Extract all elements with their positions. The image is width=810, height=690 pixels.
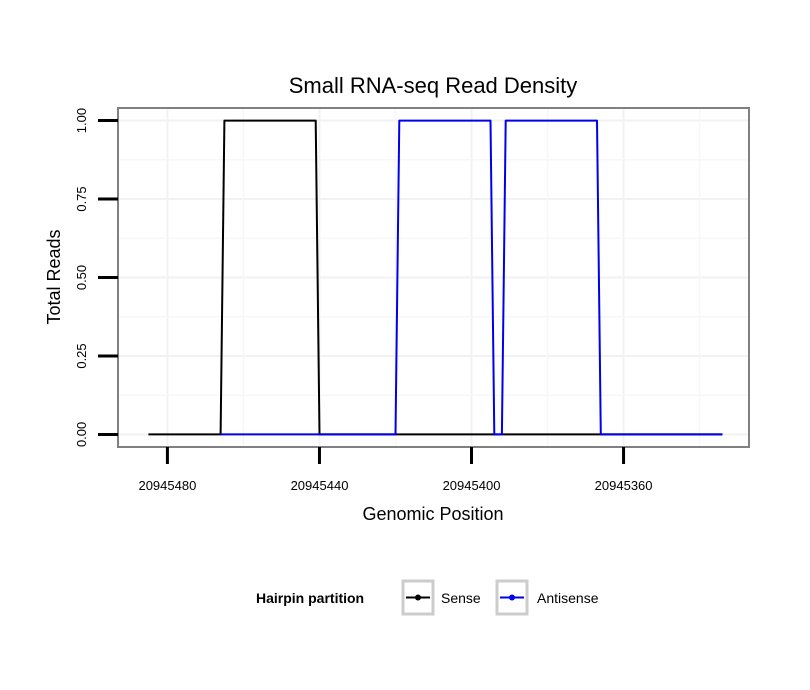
x-tick-label: 20945440 <box>291 478 349 493</box>
y-axis: 0.00 0.25 0.50 0.75 1.00 <box>74 108 118 447</box>
legend-title: Hairpin partition <box>256 590 364 606</box>
y-tick-label: 0.75 <box>74 186 89 211</box>
x-tick-label: 20945360 <box>595 478 653 493</box>
series-layer <box>148 119 723 436</box>
plot-panel <box>117 107 750 448</box>
x-tick-label: 20945480 <box>138 478 196 493</box>
y-tick-label: 0.00 <box>74 422 89 447</box>
legend: Hairpin partition Sense Antisense <box>256 579 599 616</box>
x-axis: 20945480 20945440 20945400 20945360 <box>138 447 653 493</box>
legend-label-sense: Sense <box>441 590 481 606</box>
legend-point-antisense <box>509 594 515 601</box>
series-line-antisense <box>220 119 723 436</box>
legend-item-antisense: Antisense <box>495 579 599 616</box>
chart-title: Small RNA-seq Read Density <box>289 73 578 98</box>
x-tick-label: 20945400 <box>443 478 501 493</box>
grid-minor <box>118 108 749 447</box>
legend-label-antisense: Antisense <box>537 590 599 606</box>
y-tick-label: 0.50 <box>74 265 89 290</box>
legend-item-sense: Sense <box>401 579 481 616</box>
y-tick-label: 1.00 <box>74 108 89 133</box>
legend-point-sense <box>415 594 421 601</box>
y-axis-title: Total Reads <box>44 229 64 324</box>
x-axis-title: Genomic Position <box>362 504 503 524</box>
y-tick-label: 0.25 <box>74 343 89 368</box>
